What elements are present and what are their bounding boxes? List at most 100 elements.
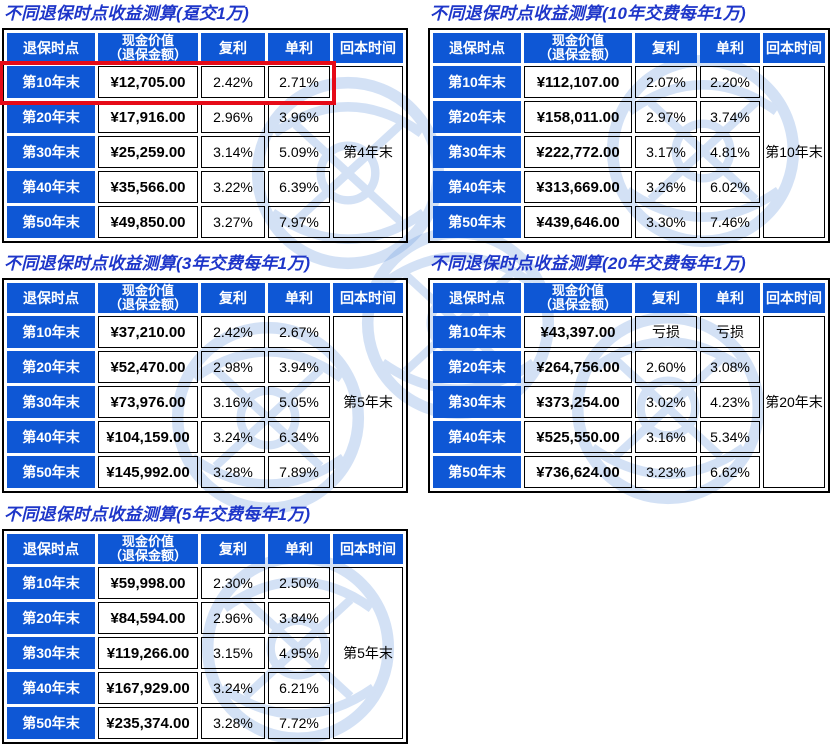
col-header-simple: 单利 — [268, 33, 330, 63]
cash-value-cell: ¥37,210.00 — [98, 316, 198, 348]
col-header-surrender-point: 退保时点 — [7, 283, 95, 313]
compound-rate-cell: 3.26% — [635, 171, 697, 203]
surrender-point-cell: 第20年末 — [7, 602, 95, 634]
cash-value-cell: ¥439,646.00 — [524, 206, 632, 238]
cash-value-cell: ¥35,566.00 — [98, 171, 198, 203]
simple-rate-cell: 3.94% — [268, 351, 330, 383]
col-header-compound: 复利 — [201, 33, 265, 63]
benefit-table-block-5yr-pay: 不同退保时点收益测算(5年交费每年1万) 退保时点 现金价值 （退保金额） 复利 … — [2, 503, 408, 744]
surrender-point-cell: 第30年末 — [433, 386, 521, 418]
cash-value-cell: ¥12,705.00 — [98, 66, 198, 98]
compound-rate-cell: 亏损 — [635, 316, 697, 348]
simple-rate-cell: 5.09% — [268, 136, 330, 168]
col-header-surrender-point: 退保时点 — [433, 33, 521, 63]
table-row: 第10年末 ¥112,107.00 2.07% 2.20% 第10年末 — [433, 66, 825, 238]
compound-rate-cell: 3.28% — [201, 456, 265, 488]
col-header-cash-value: 现金价值 （退保金额） — [524, 33, 632, 63]
compound-rate-cell: 3.16% — [201, 386, 265, 418]
compound-rate-cell: 3.17% — [635, 136, 697, 168]
simple-rate-cell: 7.72% — [268, 707, 330, 739]
benefit-table-block-3yr-pay: 不同退保时点收益测算(3年交费每年1万) 退保时点 现金价值 （退保金额） 复利 … — [2, 252, 408, 493]
surrender-point-cell: 第10年末 — [7, 316, 95, 348]
table-title: 不同退保时点收益测算(20年交费每年1万) — [430, 254, 746, 273]
surrender-point-cell: 第20年末 — [7, 101, 95, 133]
col-header-compound: 复利 — [201, 534, 265, 564]
cash-value-cell: ¥264,756.00 — [524, 351, 632, 383]
header-row: 退保时点 现金价值 （退保金额） 复利 单利 回本时间 — [7, 33, 403, 63]
cash-value-cell: ¥59,998.00 — [98, 567, 198, 599]
col-header-compound: 复利 — [201, 283, 265, 313]
surrender-point-cell: 第10年末 — [7, 66, 95, 98]
surrender-point-cell: 第10年末 — [433, 316, 521, 348]
compound-rate-cell: 2.07% — [635, 66, 697, 98]
cash-value-cell: ¥73,976.00 — [98, 386, 198, 418]
compound-rate-cell: 2.96% — [201, 602, 265, 634]
simple-rate-cell: 6.39% — [268, 171, 330, 203]
surrender-point-cell: 第20年末 — [433, 351, 521, 383]
benefit-table: 退保时点 现金价值 （退保金额） 复利 单利 回本时间 第10年末 ¥43,397… — [428, 278, 830, 493]
col-header-payback: 回本时间 — [333, 534, 403, 564]
simple-rate-cell: 7.46% — [700, 206, 760, 238]
col-header-compound: 复利 — [635, 283, 697, 313]
cash-value-line2: （退保金额） — [538, 297, 617, 312]
surrender-point-cell: 第40年末 — [7, 171, 95, 203]
table-row: 第50年末 ¥49,850.00 3.27% 7.97% — [7, 206, 403, 238]
surrender-point-cell: 第40年末 — [433, 421, 521, 453]
simple-rate-cell: 6.21% — [268, 672, 330, 704]
table-title: 不同退保时点收益测算(5年交费每年1万) — [4, 505, 311, 524]
table-row: 第10年末 ¥59,998.00 2.30% 2.50% 第5年末 — [7, 567, 403, 739]
benefit-table: 退保时点 现金价值 （退保金额） 复利 单利 回本时间 第10年末 ¥59,998… — [2, 529, 408, 744]
cash-value-cell: ¥167,929.00 — [98, 672, 198, 704]
cash-value-cell: ¥43,397.00 — [524, 316, 632, 348]
col-header-cash-value: 现金价值 （退保金额） — [524, 283, 632, 313]
payback-time-cell: 第20年末 — [763, 316, 825, 488]
cash-value-line2: （退保金额） — [538, 47, 617, 62]
cash-value-cell: ¥119,266.00 — [98, 637, 198, 669]
col-header-payback: 回本时间 — [333, 283, 403, 313]
compound-rate-cell: 3.14% — [201, 136, 265, 168]
compound-rate-cell: 2.42% — [201, 66, 265, 98]
table-title: 不同退保时点收益测算(趸交1万) — [4, 4, 249, 23]
cash-value-line2: （退保金额） — [108, 47, 187, 62]
simple-rate-cell: 亏损 — [700, 316, 760, 348]
surrender-point-cell: 第20年末 — [7, 351, 95, 383]
simple-rate-cell: 6.02% — [700, 171, 760, 203]
header-row: 退保时点 现金价值 （退保金额） 复利 单利 回本时间 — [433, 283, 825, 313]
compound-rate-cell: 3.28% — [201, 707, 265, 739]
table-row: 第10年末 ¥12,705.00 2.42% 2.71% 第4年末 — [7, 66, 403, 238]
table-title: 不同退保时点收益测算(3年交费每年1万) — [4, 254, 311, 273]
payback-time-cell: 第5年末 — [333, 316, 403, 488]
col-header-payback: 回本时间 — [763, 33, 825, 63]
compound-rate-cell: 3.24% — [201, 421, 265, 453]
compound-rate-cell: 2.42% — [201, 316, 265, 348]
col-header-surrender-point: 退保时点 — [7, 33, 95, 63]
compound-rate-cell: 2.30% — [201, 567, 265, 599]
cash-value-cell: ¥49,850.00 — [98, 206, 198, 238]
col-header-simple: 单利 — [268, 283, 330, 313]
cash-value-line1: 现金价值 — [121, 283, 174, 298]
cash-value-line2: （退保金额） — [108, 548, 187, 563]
benefit-table: 退保时点 现金价值 （退保金额） 复利 单利 回本时间 第10年末 ¥12,705… — [2, 28, 408, 243]
benefit-table: 退保时点 现金价值 （退保金额） 复利 单利 回本时间 第10年末 ¥112,10… — [428, 28, 830, 243]
cash-value-cell: ¥17,916.00 — [98, 101, 198, 133]
benefit-table: 退保时点 现金价值 （退保金额） 复利 单利 回本时间 第10年末 ¥37,210… — [2, 278, 408, 493]
benefit-table-block-10yr-pay: 不同退保时点收益测算(10年交费每年1万) 退保时点 现金价值 （退保金额） 复利… — [428, 2, 830, 243]
simple-rate-cell: 2.71% — [268, 66, 330, 98]
compound-rate-cell: 3.22% — [201, 171, 265, 203]
simple-rate-cell: 3.84% — [268, 602, 330, 634]
simple-rate-cell: 2.67% — [268, 316, 330, 348]
table-row: 第10年末 ¥43,397.00 亏损 亏损 第20年末 — [433, 316, 825, 488]
compound-rate-cell: 3.24% — [201, 672, 265, 704]
cash-value-cell: ¥52,470.00 — [98, 351, 198, 383]
compound-rate-cell: 2.96% — [201, 101, 265, 133]
surrender-point-cell: 第30年末 — [7, 637, 95, 669]
surrender-point-cell: 第50年末 — [7, 456, 95, 488]
compound-rate-cell: 2.98% — [201, 351, 265, 383]
cash-value-line1: 现金价值 — [121, 33, 174, 48]
cash-value-line2: （退保金额） — [108, 297, 187, 312]
cash-value-cell: ¥313,669.00 — [524, 171, 632, 203]
col-header-simple: 单利 — [700, 283, 760, 313]
compound-rate-cell: 3.27% — [201, 206, 265, 238]
surrender-point-cell: 第50年末 — [7, 206, 95, 238]
benefit-table-block-20yr-pay: 不同退保时点收益测算(20年交费每年1万) 退保时点 现金价值 （退保金额） 复利… — [428, 252, 830, 493]
